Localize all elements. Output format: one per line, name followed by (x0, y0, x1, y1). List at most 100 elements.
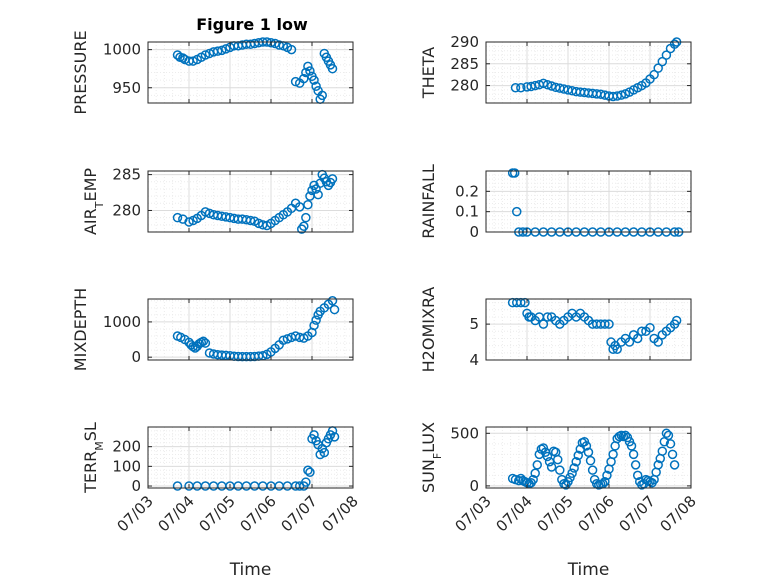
data-point (649, 69, 659, 80)
x-axis-label: Time (229, 560, 272, 580)
data-point (571, 456, 581, 467)
data-point (653, 337, 663, 347)
y-tick-label: 1000 (103, 313, 141, 331)
data-point (188, 56, 198, 66)
data-point (663, 430, 674, 441)
y-tick-label: 5 (469, 315, 479, 333)
data-point (329, 304, 340, 315)
data-point (538, 78, 549, 89)
data-point (313, 189, 323, 200)
y-axis-label: TERRMSL (81, 422, 106, 494)
data-point (657, 56, 668, 67)
data-point (587, 465, 598, 475)
y-axis-label: MIXDEPTH (71, 288, 90, 371)
y-tick-label: 0 (131, 477, 141, 495)
data-point (657, 446, 668, 456)
data-point (212, 46, 223, 56)
axes-frame (147, 298, 354, 361)
data-point (221, 44, 231, 54)
data-point (569, 463, 579, 473)
data-point (661, 50, 672, 60)
data-point (530, 468, 540, 479)
data-point (290, 76, 301, 87)
data-point (637, 326, 647, 337)
data-point (510, 83, 521, 93)
axes-background (486, 299, 691, 360)
data-point (299, 73, 309, 84)
data-point (303, 465, 313, 476)
axes-frame (485, 426, 692, 489)
data-point (612, 344, 622, 354)
data-point (200, 50, 211, 60)
subplot-mixdepth: 0 1000 MIXDEPTH (71, 288, 354, 371)
series-theta (510, 37, 682, 102)
data-point (200, 338, 211, 348)
data-point (604, 319, 614, 329)
data-point (542, 451, 553, 462)
data-point (516, 83, 526, 93)
y-tick-label: 290 (450, 33, 479, 51)
data-point (172, 212, 183, 223)
data-point (200, 207, 211, 217)
data-point (653, 460, 663, 470)
data-point (309, 320, 319, 331)
series-mixdepth (172, 296, 340, 362)
subplot-rainfall: 0 0.1 0.2 RAINFALL (419, 164, 692, 241)
data-point (303, 199, 313, 210)
series-terr_msl (172, 426, 340, 491)
grid-lines (485, 299, 692, 361)
axes-frame (147, 426, 354, 489)
data-point (311, 81, 321, 91)
data-point (509, 168, 520, 178)
data-point (512, 206, 522, 217)
data-point (567, 468, 577, 479)
y-tick-label: 950 (112, 79, 141, 97)
series-h2omixra (507, 297, 682, 354)
y-tick-label: 200 (112, 438, 141, 456)
y-axis-label: SUNFLUX (419, 422, 444, 493)
y-axis-label: AIRTEMP (81, 168, 106, 235)
data-point (532, 460, 542, 470)
data-point (327, 296, 338, 306)
y-tick-label: 4 (469, 351, 479, 369)
data-point (538, 319, 549, 329)
axes-frame (485, 298, 692, 361)
y-tick-label: 0.2 (455, 182, 479, 200)
data-point (329, 432, 340, 442)
data-point (301, 477, 311, 487)
y-tick-label: 0 (469, 223, 479, 241)
data-point (282, 334, 293, 344)
data-point (616, 90, 627, 100)
data-point (573, 450, 583, 461)
data-point (198, 336, 209, 347)
y-tick-label: 0 (469, 477, 479, 495)
data-point (585, 455, 596, 466)
y-tick-label: 280 (450, 77, 479, 95)
y-axis-label: THETA (419, 47, 438, 99)
y-tick-label: 0 (131, 348, 141, 366)
data-point (327, 63, 338, 74)
data-point (583, 447, 594, 457)
y-tick-label: 285 (450, 55, 479, 73)
data-point (626, 441, 637, 451)
data-point (217, 45, 227, 56)
data-point (600, 476, 610, 487)
data-point (555, 465, 565, 475)
subplot-theta: 280 285 290 THETA (419, 33, 692, 104)
y-axis-label: RAINFALL (419, 164, 438, 239)
data-point (667, 449, 678, 460)
subplot-h2omixra: 4 5 H2OMIXRA (419, 287, 692, 372)
data-point (653, 63, 663, 73)
data-point (172, 481, 183, 491)
data-point (204, 48, 215, 59)
data-point (278, 335, 289, 346)
y-tick-label: 285 (112, 166, 141, 184)
series-air_temp (172, 169, 338, 234)
data-point (299, 221, 309, 232)
data-point (553, 454, 563, 465)
data-point (286, 44, 297, 55)
data-point (632, 470, 643, 481)
y-tick-label: 500 (450, 424, 479, 442)
data-point (546, 462, 557, 472)
